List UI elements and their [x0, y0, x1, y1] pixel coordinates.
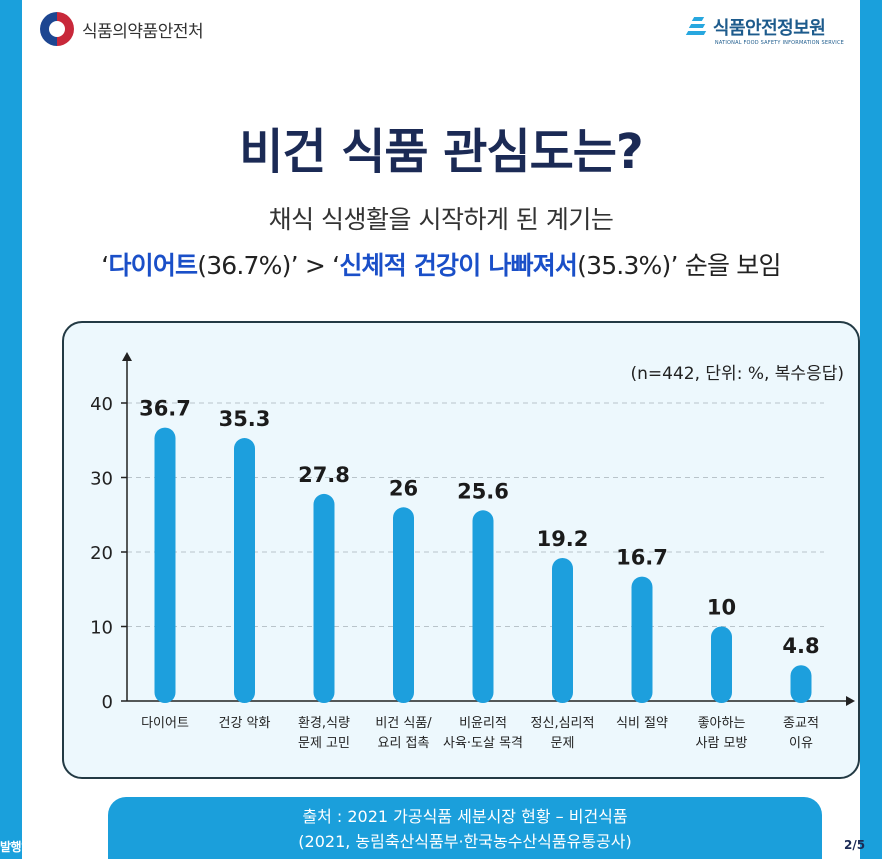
- bar-0: [154, 427, 176, 703]
- y-tick-label: 20: [90, 543, 113, 564]
- source-line1: 출처 : 2021 가공식품 세분시장 현황 – 비건식품: [302, 807, 628, 826]
- category-label-3: 요리 접촉: [378, 736, 430, 751]
- category-label-5: 정신,심리적: [531, 716, 595, 731]
- y-axis-arrow-icon: [122, 352, 132, 361]
- publish-date: 발행일: 23. 8. 29.: [0, 840, 99, 854]
- category-label-4: 사육·도살 목격: [443, 736, 523, 751]
- y-tick-label: 40: [90, 394, 113, 415]
- data-label-7: 10: [707, 596, 736, 620]
- bar-1: [234, 438, 255, 703]
- highlight-diet: 다이어트: [108, 251, 198, 280]
- bar-chart: 0 10 20 30 40 (n=442, 단위: %, 복수응답) 36.7 다이어트 35.…: [90, 352, 855, 751]
- source-line2: (2021, 농림축산식품부·한국농수산식품유통공사): [298, 832, 632, 851]
- category-label-0: 다이어트: [141, 716, 189, 731]
- nfsi-name: 식품안전정보원: [712, 18, 826, 39]
- quote-open: ‘: [101, 251, 109, 280]
- data-label-4: 25.6: [457, 479, 509, 503]
- nfsi-mark-icon: [685, 15, 709, 39]
- bar-7: [711, 626, 732, 703]
- bar-6: [631, 576, 653, 703]
- subtitle-line2: ‘다이어트(36.7%)’ > ‘신체적 건강이 나빠져서(35.3%)’ 순을…: [22, 246, 860, 282]
- chart-note: (n=442, 단위: %, 복수응답): [631, 364, 844, 384]
- y-tick-label: 30: [90, 469, 113, 490]
- mfds-logo: 식품의약품안전처: [40, 12, 204, 46]
- header: 식품의약품안전처 식품안전정보원 NATIONAL FOOD SAFETY IN…: [22, 0, 860, 66]
- category-label-3: 비건 식품/: [375, 716, 432, 731]
- category-label-8: 이유: [789, 736, 813, 751]
- pct-diet: (36.7%)’: [197, 251, 298, 280]
- chart-panel: 0 10 20 30 40 (n=442, 단위: %, 복수응답) 36.7 다이어트 35.…: [62, 321, 860, 779]
- source-footer: 출처 : 2021 가공식품 세분시장 현황 – 비건식품 (2021, 농림축…: [108, 797, 822, 859]
- data-label-5: 19.2: [537, 527, 589, 551]
- highlight-health: 신체적 건강이 나빠져서: [339, 251, 578, 280]
- data-label-3: 26: [389, 476, 418, 500]
- page-indicator: 2/5: [844, 838, 866, 852]
- bar-2: [313, 493, 335, 703]
- category-label-2: 환경,식량: [298, 716, 350, 731]
- category-label-2: 문제 고민: [298, 736, 350, 751]
- bar-5: [552, 557, 573, 703]
- data-label-1: 35.3: [219, 407, 271, 431]
- data-label-6: 16.7: [616, 546, 668, 570]
- category-label-7: 좋아하는: [698, 716, 746, 731]
- data-label-8: 4.8: [782, 634, 819, 658]
- y-tick-label: 10: [90, 618, 113, 639]
- subtitle-line1: 채식 식생활을 시작하게 된 계기는: [268, 205, 614, 234]
- taegeuk-icon: [40, 12, 74, 46]
- category-label-7: 사람 모방: [696, 736, 748, 751]
- pct-health: (35.3%)’ 순을 보임: [577, 251, 781, 280]
- compare-sign: > ‘: [297, 251, 340, 280]
- mfds-name: 식품의약품안전처: [82, 21, 204, 42]
- data-label-0: 36.7: [139, 397, 191, 421]
- nfsi-logo: 식품안전정보원 NATIONAL FOOD SAFETY INFORMATION…: [685, 14, 844, 46]
- y-tick-label: 0: [102, 692, 113, 713]
- category-label-6: 식비 절약: [616, 716, 668, 731]
- category-label-4: 비윤리적: [459, 716, 507, 731]
- nfsi-subtitle: NATIONAL FOOD SAFETY INFORMATION SERVICE: [714, 40, 844, 46]
- bar-4: [472, 510, 494, 703]
- data-label-2: 27.8: [298, 463, 350, 487]
- category-label-8: 종교적: [783, 716, 819, 731]
- category-label-5: 문제: [551, 736, 575, 751]
- card: 식품의약품안전처 식품안전정보원 NATIONAL FOOD SAFETY IN…: [22, 0, 865, 859]
- bar-8: [790, 665, 812, 703]
- bar-3: [393, 507, 414, 703]
- category-label-1: 건강 악화: [219, 716, 271, 731]
- page-title: 비건 식품 관심도는?: [239, 124, 644, 180]
- x-axis-arrow-icon: [846, 696, 855, 706]
